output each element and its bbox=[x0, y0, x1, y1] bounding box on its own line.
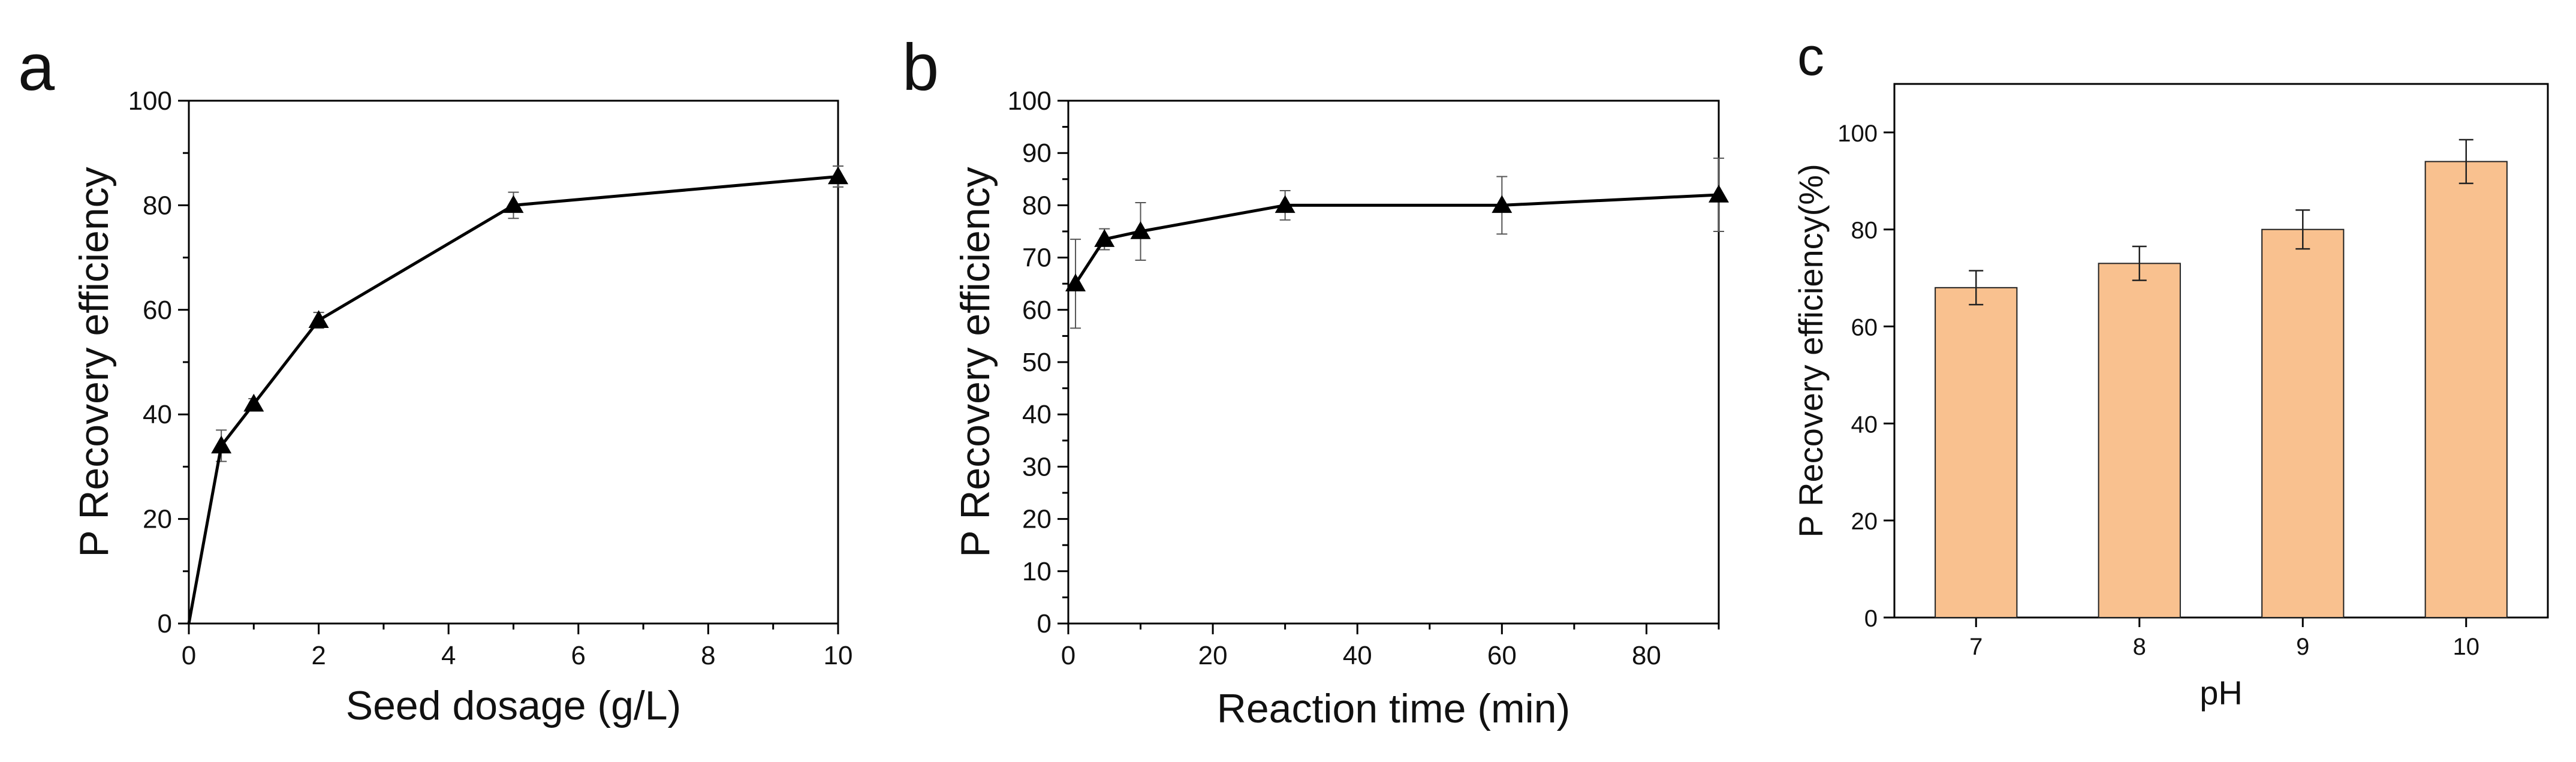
y-tick-label: 40 bbox=[1022, 400, 1052, 429]
y-tick-label: 20 bbox=[1022, 505, 1052, 534]
x-axis-label: Seed dosage (g/L) bbox=[346, 683, 682, 728]
chart-panel-c: 0 20 40 60 80 100 7 8 9 10 pH P Recovery efficiency… bbox=[1792, 83, 2549, 712]
x-tick-label: 10 bbox=[2453, 634, 2480, 660]
y-tick-label: 80 bbox=[143, 191, 172, 220]
y-tick-label: 100 bbox=[1837, 121, 1878, 147]
y-tick-label: 20 bbox=[1851, 508, 1878, 535]
series-line bbox=[187, 174, 839, 624]
panel-letter-b: b bbox=[902, 31, 939, 104]
y-tick-label: 70 bbox=[1022, 243, 1052, 273]
x-axis-label: pH bbox=[2200, 674, 2243, 712]
y-tick-label: 0 bbox=[1864, 606, 1878, 632]
y-tick-label: 50 bbox=[1022, 348, 1052, 377]
y-axis-label: P Recovery efficiency bbox=[953, 167, 998, 557]
data-point-marker bbox=[1130, 221, 1151, 239]
bar bbox=[2424, 161, 2508, 619]
x-axis-label: Reaction time (min) bbox=[1217, 686, 1571, 731]
data-point-marker bbox=[211, 435, 232, 454]
y-tick-label: 0 bbox=[158, 609, 172, 638]
x-tick-label: 40 bbox=[1343, 641, 1372, 670]
data-point-marker bbox=[1094, 229, 1115, 247]
x-tick-label: 60 bbox=[1487, 641, 1517, 670]
data-point-marker bbox=[1709, 184, 1729, 203]
data-point-marker bbox=[308, 310, 329, 328]
bar bbox=[1935, 287, 2018, 618]
y-axis-label: P Recovery efficiency bbox=[71, 167, 117, 557]
y-tick-label: 100 bbox=[1008, 86, 1052, 116]
x-tick-label: 2 bbox=[311, 641, 326, 670]
x-tick-label: 20 bbox=[1198, 641, 1228, 670]
x-tick-label: 10 bbox=[824, 641, 853, 670]
x-tick-label: 9 bbox=[2296, 634, 2309, 660]
y-tick-label: 40 bbox=[1851, 411, 1878, 438]
data-point-marker bbox=[1275, 195, 1295, 213]
plot-frame bbox=[1067, 100, 1720, 625]
y-tick-label: 20 bbox=[143, 505, 172, 534]
x-tick-label: 0 bbox=[182, 641, 196, 670]
panel-letter-a: a bbox=[18, 31, 55, 104]
y-tick-label: 60 bbox=[1022, 296, 1052, 325]
bar bbox=[2261, 228, 2345, 618]
x-tick-label: 8 bbox=[701, 641, 715, 670]
y-tick-label: 10 bbox=[1022, 557, 1052, 586]
y-tick-label: 60 bbox=[143, 296, 172, 325]
chart-panel-b: 0 10 20 30 40 50 60 70 80 90 100 0 20 40 60 80 Reaction … bbox=[953, 86, 1729, 731]
y-tick-label: 30 bbox=[1022, 452, 1052, 481]
y-tick-label: 60 bbox=[1851, 315, 1878, 341]
data-point-marker bbox=[243, 393, 264, 412]
y-tick-label: 40 bbox=[143, 400, 172, 429]
bar bbox=[2098, 263, 2181, 618]
panel-letter-c: c bbox=[1797, 27, 1824, 87]
x-tick-label: 4 bbox=[441, 641, 456, 670]
series-line bbox=[1074, 193, 1719, 285]
x-tick-label: 0 bbox=[1061, 641, 1075, 670]
x-tick-label: 7 bbox=[1969, 634, 1983, 660]
data-point-marker bbox=[503, 195, 524, 213]
plot-frame bbox=[1893, 83, 2549, 619]
y-tick-label: 0 bbox=[1037, 609, 1052, 638]
y-tick-label: 80 bbox=[1022, 191, 1052, 220]
x-tick-label: 80 bbox=[1632, 641, 1661, 670]
y-axis-label: P Recovery efficiency(%) bbox=[1792, 164, 1830, 538]
data-point-marker bbox=[1065, 273, 1086, 291]
data-point-marker bbox=[828, 166, 848, 185]
x-tick-label: 8 bbox=[2133, 634, 2146, 660]
data-point-marker bbox=[1492, 195, 1513, 213]
y-tick-label: 80 bbox=[1851, 218, 1878, 244]
chart-panel-a: 0 20 40 60 80 100 0 2 4 6 8 10 Seed dosage (g/L) P Re… bbox=[71, 86, 852, 728]
x-tick-label: 6 bbox=[571, 641, 586, 670]
y-tick-label: 100 bbox=[128, 86, 172, 116]
y-tick-label: 90 bbox=[1022, 138, 1052, 168]
